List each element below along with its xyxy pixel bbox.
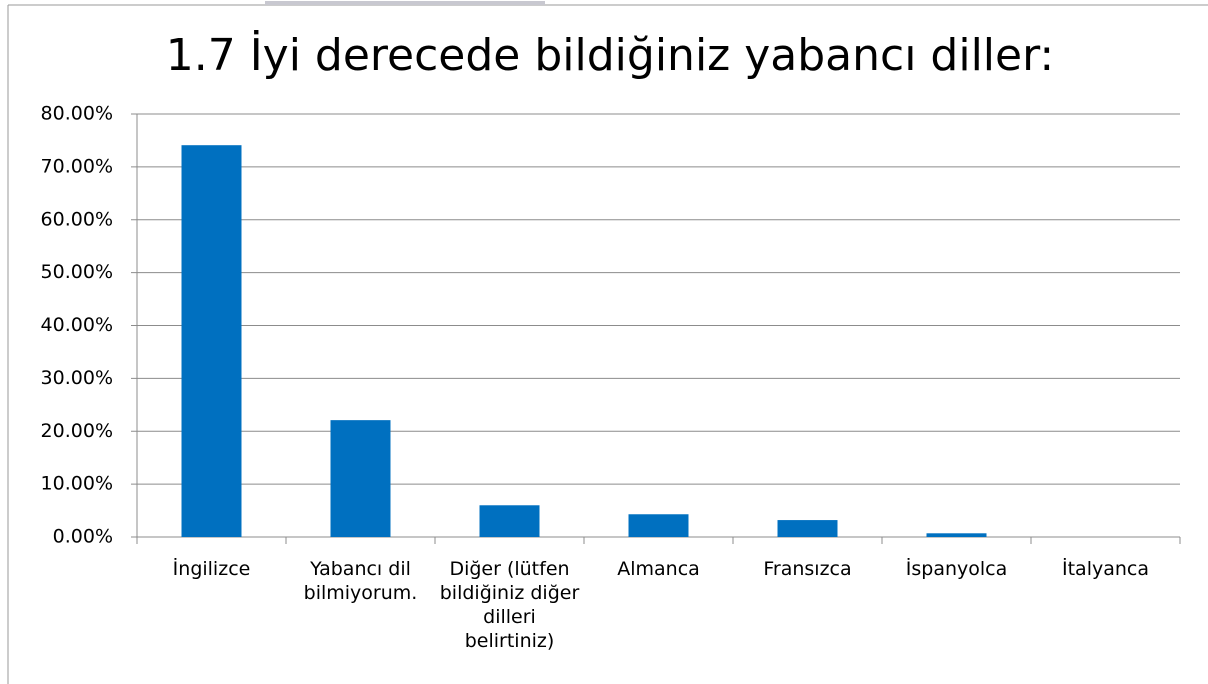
x-tick-label: Fransızca bbox=[763, 558, 852, 580]
x-tick-label: Diğer (lütfen bildiğiniz diğer dilleri b… bbox=[439, 558, 580, 652]
y-tick-label: 70.00% bbox=[41, 155, 113, 177]
y-tick-label: 50.00% bbox=[41, 261, 113, 283]
x-tick-label: İspanyolca bbox=[905, 558, 1008, 580]
bar bbox=[628, 514, 689, 537]
x-tick-label: İngilizce bbox=[172, 558, 251, 580]
bar bbox=[181, 145, 242, 538]
y-tick-label: 40.00% bbox=[41, 314, 113, 336]
x-tick-label: Almanca bbox=[617, 558, 700, 580]
chart-title: 1.7 İyi derecede bildiğiniz yabancı dill… bbox=[166, 29, 1055, 81]
bar bbox=[479, 505, 540, 537]
y-tick-label: 0.00% bbox=[53, 526, 113, 548]
y-tick-label: 80.00% bbox=[41, 103, 113, 125]
bar bbox=[777, 520, 838, 537]
y-tick-label: 20.00% bbox=[41, 420, 113, 442]
y-tick-label: 30.00% bbox=[41, 367, 113, 389]
x-tick-label: İtalyanca bbox=[1062, 558, 1149, 580]
x-tick-label: Yabancı dil bilmiyorum. bbox=[303, 558, 418, 604]
bar bbox=[330, 420, 391, 537]
y-tick-label: 60.00% bbox=[41, 208, 113, 230]
y-tick-label: 10.00% bbox=[41, 473, 113, 495]
bar bbox=[926, 533, 987, 537]
